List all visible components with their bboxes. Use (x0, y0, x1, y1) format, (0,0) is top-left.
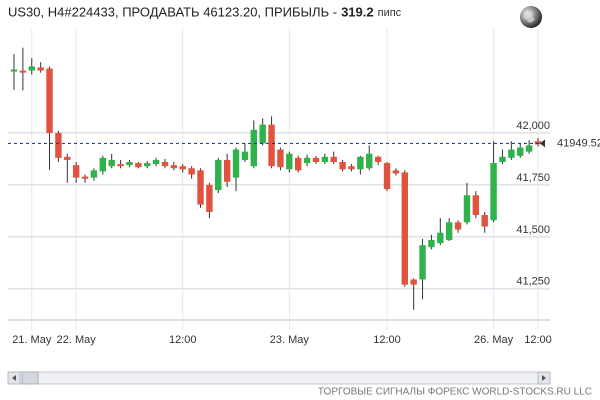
candle-body (206, 184, 213, 212)
candle-body (374, 156, 382, 163)
y-tick-label: 41,250 (516, 276, 550, 288)
candle-body (357, 156, 364, 170)
candle-body (445, 222, 453, 240)
candle-body (170, 165, 178, 169)
x-tick-label: 21. May (12, 334, 52, 346)
candle-body (144, 163, 151, 167)
candle-body (348, 166, 355, 170)
candle-body (250, 129, 257, 167)
x-tick-label: 26. May (474, 334, 514, 346)
scroll-right-arrow (542, 375, 546, 381)
candle-body (99, 157, 107, 172)
candle-body (90, 170, 98, 178)
candle-body (383, 163, 391, 190)
candle-body (410, 279, 417, 285)
y-tick-label: 41,750 (516, 172, 550, 184)
candle-body (392, 170, 400, 174)
current-price-marker (540, 139, 545, 148)
candle-body (303, 157, 311, 164)
candle-body (481, 215, 488, 227)
candle-body (454, 222, 462, 230)
candle-body (277, 149, 284, 168)
scrollbar-track[interactable] (7, 371, 551, 385)
candle-body (428, 239, 435, 248)
candle-body (28, 66, 35, 71)
candle-body (534, 141, 542, 145)
candle-body (72, 165, 80, 178)
candle-body (108, 159, 115, 167)
current-price-label: 41949.52 (557, 137, 600, 149)
candle-body (508, 149, 515, 158)
candle-body (472, 195, 480, 216)
candle-body (517, 147, 524, 156)
candle-body (19, 70, 27, 73)
x-tick-label: 22. May (57, 334, 97, 346)
candle-body (339, 162, 346, 170)
candle-body (135, 163, 142, 168)
candle-body (401, 172, 408, 285)
candle-body (366, 153, 373, 169)
profit-unit: пипс (378, 7, 402, 19)
candle-body (10, 69, 18, 72)
candle-body (437, 232, 444, 244)
scroll-left-arrow (12, 375, 16, 381)
candle-body (37, 67, 44, 71)
candle-body (312, 157, 320, 163)
candle-body (295, 157, 302, 171)
candle-body (286, 153, 293, 170)
candle-body (117, 164, 124, 167)
candle-body (268, 124, 275, 167)
candle-body (55, 132, 62, 158)
candle-body (525, 145, 533, 152)
x-tick-label: 12:00 (524, 334, 552, 346)
candle-body (241, 151, 249, 160)
candle-body (232, 149, 240, 178)
candle-body (46, 68, 53, 133)
x-tick-label: 23. May (270, 334, 310, 346)
candle-body (64, 156, 71, 160)
candle-body (321, 156, 329, 163)
candle-body (197, 170, 204, 205)
footer: ТОРГОВЫЕ СИГНАЛЫ ФОРЕКС WORLD-STOCKS.RU … (318, 387, 592, 398)
y-tick-label: 42,000 (516, 120, 550, 132)
candle-body (161, 162, 169, 167)
candle-body (463, 195, 471, 223)
candle-body (223, 159, 231, 182)
globe-land (523, 10, 535, 23)
candle-body (419, 245, 426, 280)
scrollbar[interactable] (7, 371, 551, 385)
candle-body (188, 168, 195, 175)
x-tick-label: 12:00 (169, 334, 197, 346)
candle-body (126, 162, 133, 166)
candle-body (490, 163, 497, 221)
candle-body (215, 159, 222, 191)
candle-body (259, 124, 266, 144)
profit-value: 319.2 (341, 4, 374, 19)
candle-body (499, 156, 506, 163)
chart-title: US30, H4#224433, ПРОДАВАТЬ 46123.20, ПРИ… (8, 4, 337, 19)
y-tick-label: 41,500 (516, 224, 550, 236)
candle-body (81, 176, 89, 179)
scrollbar-thumb[interactable] (21, 371, 39, 385)
x-tick-label: 12:00 (373, 334, 401, 346)
candle-body (152, 159, 160, 165)
candle-body (330, 156, 337, 163)
candle-body (179, 166, 186, 170)
